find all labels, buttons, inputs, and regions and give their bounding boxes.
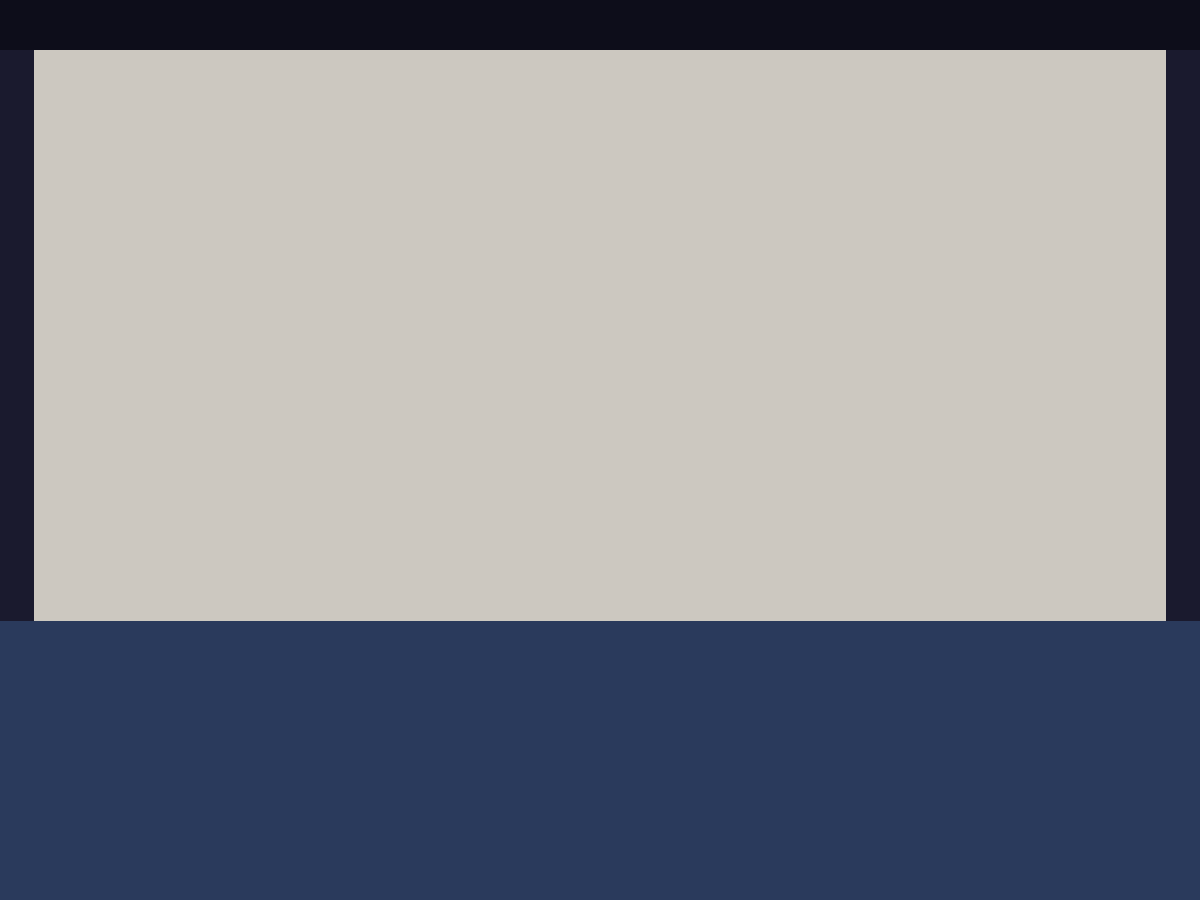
Text: Q5:: Q5: [202, 594, 260, 623]
Text: $r = 4\sin\theta$: $r = 4\sin\theta$ [545, 497, 683, 526]
Text: What symmetries do this curve have??: What symmetries do this curve have?? [248, 400, 863, 428]
Text: by cartesian form: by cartesian form [722, 305, 991, 334]
Text: $r = 4 - 4\sin\theta$: $r = 4 - 4\sin\theta$ [790, 594, 985, 623]
Text: Q3:: Q3: [202, 400, 260, 428]
Text: $r = 1 + \cos^2\theta$: $r = 1 + \cos^2\theta$ [677, 398, 875, 430]
Text: Activate Wind: Activate Wind [961, 712, 1086, 730]
Text: Q1:: Q1: [202, 201, 260, 230]
Text: Q4 :: Q4 : [202, 497, 271, 526]
Text: point P(-4,4): point P(-4,4) [766, 201, 955, 230]
Text: Express the function: Express the function [256, 305, 580, 334]
Text: Find the length of the curve: Find the length of the curve [256, 497, 698, 526]
Text: Find the area of region enclosed by the polar function: Find the area of region enclosed by the … [248, 594, 1088, 623]
Text: Go to Settings to a: Go to Settings to a [961, 740, 1116, 758]
Text: Find the polar coordinates of the: Find the polar coordinates of the [246, 201, 752, 230]
Text: Cartisian: Cartisian [641, 201, 776, 230]
Text: $r = \cot\theta * \csc\theta$: $r = \cot\theta * \csc\theta$ [502, 305, 724, 334]
Text: Q2 :: Q2 : [202, 305, 271, 334]
